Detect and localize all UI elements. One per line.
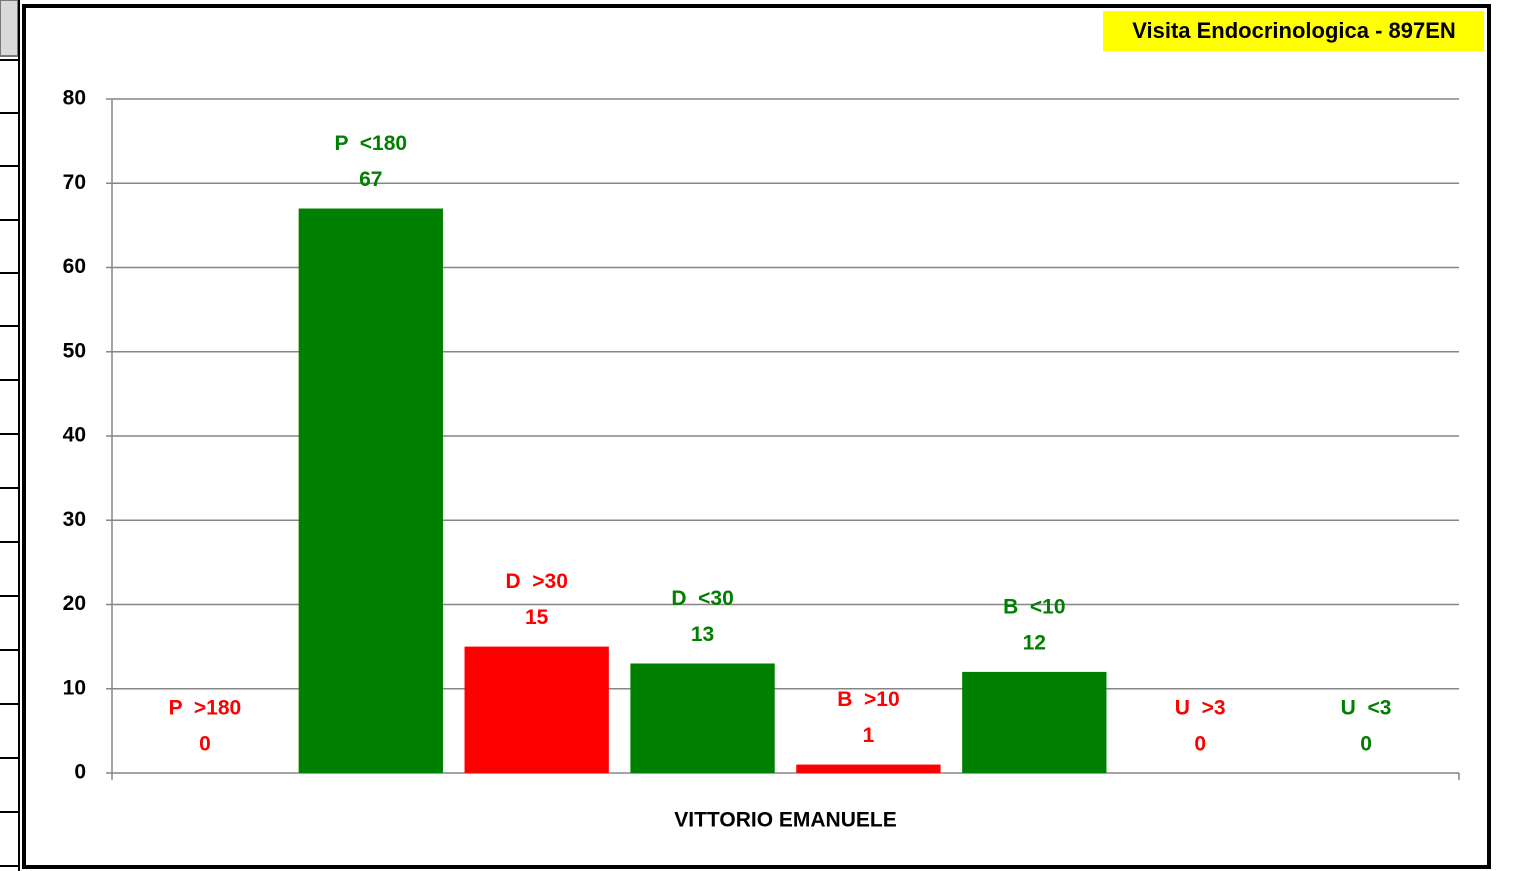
sheet-fragment (0, 0, 20, 871)
series-label: P <180 (335, 132, 408, 155)
y-tick-label: 60 (63, 255, 86, 278)
bar (962, 671, 1107, 773)
series-label: D >30 (505, 570, 567, 593)
y-tick-label: 50 (63, 339, 86, 362)
value-label: 1 (863, 724, 875, 747)
bar (298, 208, 443, 773)
series-label: P >180 (169, 697, 242, 720)
sheet-cell (0, 0, 19, 57)
y-tick-label: 80 (63, 87, 86, 110)
value-label: 0 (1360, 733, 1372, 756)
value-label: 0 (1194, 733, 1206, 756)
y-tick-label: 10 (63, 676, 86, 699)
series-label: U >3 (1175, 697, 1226, 720)
series-label: B <10 (1003, 595, 1065, 618)
bar (630, 663, 775, 773)
chart-title: Visita Endocrinologica - 897EN (1132, 18, 1456, 43)
series-label: B >10 (837, 688, 899, 711)
value-label: 0 (199, 733, 211, 756)
y-tick-label: 30 (63, 508, 86, 531)
value-label: 12 (1023, 631, 1046, 654)
series-label: D <30 (671, 587, 733, 610)
title-box (1103, 11, 1484, 51)
y-tick-label: 20 (63, 592, 86, 615)
x-tick-label: VITTORIO EMANUELE (674, 809, 896, 832)
bar (464, 646, 609, 773)
series-label: U <3 (1341, 697, 1392, 720)
y-tick-label: 0 (74, 761, 86, 784)
value-label: 67 (359, 168, 382, 191)
bar (796, 764, 941, 773)
y-tick-label: 70 (63, 171, 86, 194)
value-label: 13 (691, 623, 714, 646)
value-label: 15 (525, 606, 549, 629)
y-tick-label: 40 (63, 424, 86, 447)
